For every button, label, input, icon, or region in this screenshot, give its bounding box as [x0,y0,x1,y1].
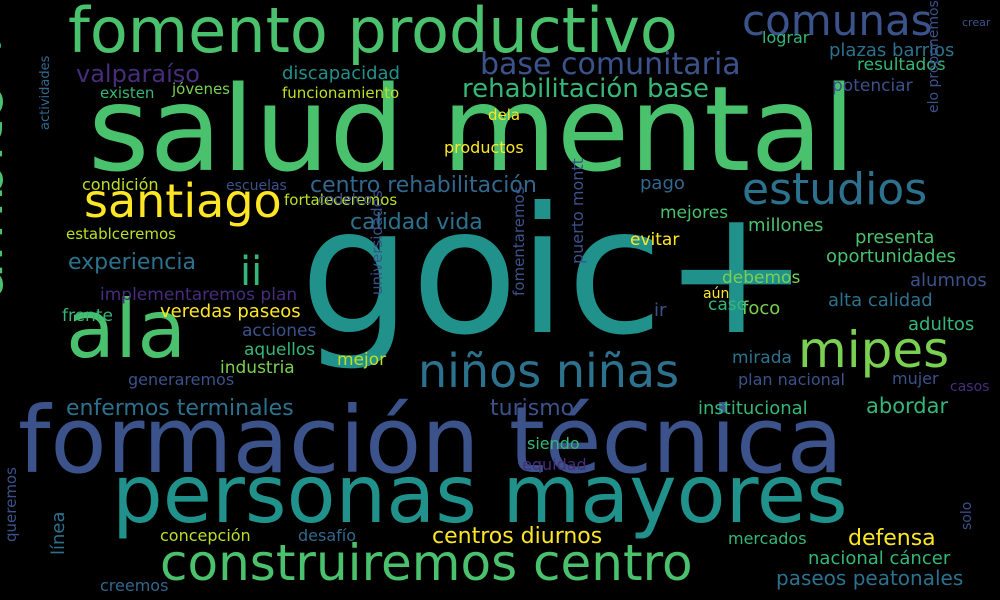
cloud-word: base comunitaria [480,47,741,82]
cloud-word: frente [62,306,113,326]
cloud-word: pago [640,173,685,194]
cloud-word: presenta [855,227,935,248]
cloud-word: abordar [866,394,949,418]
cloud-word: caso [708,295,748,315]
cloud-word: nacional cáncer [808,548,951,569]
cloud-word: alumnos [910,270,987,291]
cloud-word: generaremos [128,370,235,389]
cloud-word: plazas barrios [829,40,955,61]
cloud-word: implementaremos plan [100,285,298,305]
cloud-word: ir [654,300,667,321]
cloud-word: mirada [732,348,792,368]
cloud-word: dela [488,106,521,124]
cloud-word: plan nacional [738,370,845,389]
cloud-word: experiencia [68,250,196,275]
cloud-word: solo [959,501,975,530]
cloud-word: existen [100,84,155,102]
cloud-word: ii [240,249,263,295]
cloud-word: calidad vida [350,210,483,235]
cloud-word: escuelas [226,178,287,194]
cloud-word: centro rehabilitación [310,173,537,198]
cloud-word: concepción [160,526,251,545]
cloud-word: puerto montt [568,158,587,264]
cloud-word: resultados [857,55,946,75]
cloud-word: establceremos [66,225,176,243]
cloud-word: alta calidad [828,290,933,311]
cloud-word: jóvenes [172,80,231,98]
cloud-word: equidad [522,455,587,474]
cloud-word: queremos [2,467,20,542]
cloud-word: rehabilitación base [462,74,709,104]
cloud-word: millones [748,215,824,236]
cloud-word: niños niñas [418,344,680,398]
cloud-word: mejores [660,203,729,223]
cloud-word: mejor [337,350,387,370]
cloud-word: línea [48,511,69,555]
cloud-word: productos [444,138,524,157]
cloud-word: crear [962,16,991,29]
cloud-word: adultos [908,314,975,335]
cloud-word: paseos peatonales [776,566,964,590]
cloud-word: mujer [892,369,939,388]
cloud-word: codelco [318,192,372,208]
cloud-word: enfermos terminales [66,396,294,421]
cloud-word: ámbito [0,82,17,300]
cloud-word: desafío [298,526,357,545]
cloud-word: evitar [630,230,680,250]
cloud-word: condición [82,175,159,194]
cloud-word: fomento productivo [68,0,678,67]
cloud-word: casos [950,379,990,395]
cloud-word: fomentaremos [510,186,528,296]
cloud-word: centros diurnos [432,524,603,549]
cloud-word: funcionamiento [282,84,400,102]
cloud-word: acciones [242,321,317,341]
cloud-word: institucional [698,398,808,419]
cloud-word: defensa [848,526,936,551]
cloud-word: goic+ [300,171,810,374]
cloud-word: industria [220,358,295,378]
cloud-word: creemos [100,576,169,595]
cloud-word: aún [703,286,730,302]
cloud-word: santiago [84,174,282,228]
cloud-word: lograr [762,28,810,47]
cloud-word: turismo [490,396,575,421]
cloud-word: comunas [742,0,933,45]
cloud-word: aquellos [244,340,316,360]
cloud-word: personas mayores [112,448,848,541]
cloud-word: oportunidades [826,246,957,267]
cloud-word: mercados [728,529,807,548]
cloud-word: estudios [742,164,928,215]
cloud-word: construiremos centro [160,534,693,592]
cloud-word: elo proponemos [926,0,942,113]
cloud-word: salud mental [88,60,856,198]
cloud-word: actividades [38,55,53,130]
cloud-word: potenciar [832,76,913,96]
cloud-word: foco [742,298,781,319]
cloud-word: fortaleceremos [284,191,398,209]
cloud-word: ala [66,283,187,376]
cloud-word: valparaíso [76,60,200,88]
cloud-word: formación técnica [18,387,843,494]
cloud-word: debemos [722,268,801,288]
cloud-word: veredas paseos [160,301,301,322]
cloud-word: mipes [798,321,950,379]
cloud-word: siendo [527,434,580,453]
cloud-word: discapacidad [282,63,400,84]
